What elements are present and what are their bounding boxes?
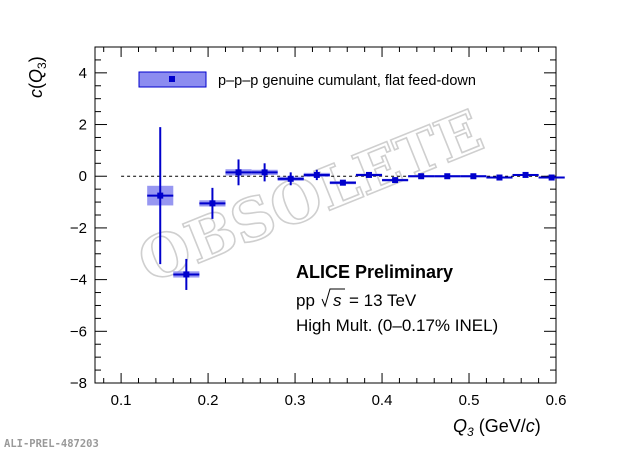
x-tick-label: 0.6 (546, 392, 567, 409)
figure-id: ALI-PREL-487203 (4, 438, 99, 450)
data-point (287, 175, 294, 182)
data-point (470, 173, 477, 180)
annotation-pp: pp (296, 291, 315, 310)
data-point (444, 173, 451, 180)
legend-label: p–p–p genuine cumulant, flat feed-down (218, 73, 476, 89)
annotation-multiplicity: High Mult. (0–0.17% INEL) (296, 316, 498, 335)
x-tick-label: 0.4 (372, 392, 393, 409)
data-point (261, 169, 268, 176)
y-axis-label: c(Q3) (26, 56, 49, 98)
y-tick-label: 0 (79, 168, 87, 185)
y-tick-label: −6 (70, 323, 87, 340)
x-tick-label: 0.2 (198, 392, 219, 409)
data-point (418, 173, 425, 180)
data-point (339, 179, 346, 186)
y-tick-label: −4 (70, 272, 87, 289)
data-point (548, 174, 555, 181)
data-point (522, 171, 529, 178)
x-axis-label: Q3 (GeV/c) (453, 416, 541, 439)
x-tick-label: 0.5 (459, 392, 480, 409)
legend-marker (169, 76, 175, 82)
data-point (209, 200, 216, 207)
annotation-energy-value: = 13 TeV (349, 291, 417, 310)
x-tick-label: 0.3 (285, 392, 306, 409)
y-tick-label: −8 (70, 375, 87, 392)
legend: p–p–p genuine cumulant, flat feed-down (138, 71, 476, 89)
annotation-alice-preliminary: ALICE Preliminary (296, 262, 453, 282)
y-tick-label: −2 (70, 220, 87, 237)
y-tick-label: 2 (79, 117, 87, 134)
annotation-s: s (333, 291, 342, 310)
data-point (157, 192, 164, 199)
data-point (235, 169, 242, 176)
data-point (392, 177, 399, 184)
data-point (496, 174, 503, 181)
data-point (313, 171, 320, 178)
data-point (365, 171, 372, 178)
data-point (183, 271, 190, 278)
x-tick-label: 0.1 (111, 392, 132, 409)
annotation-energy: pp s = 13 TeV (296, 288, 417, 310)
y-tick-label: 4 (79, 65, 87, 82)
